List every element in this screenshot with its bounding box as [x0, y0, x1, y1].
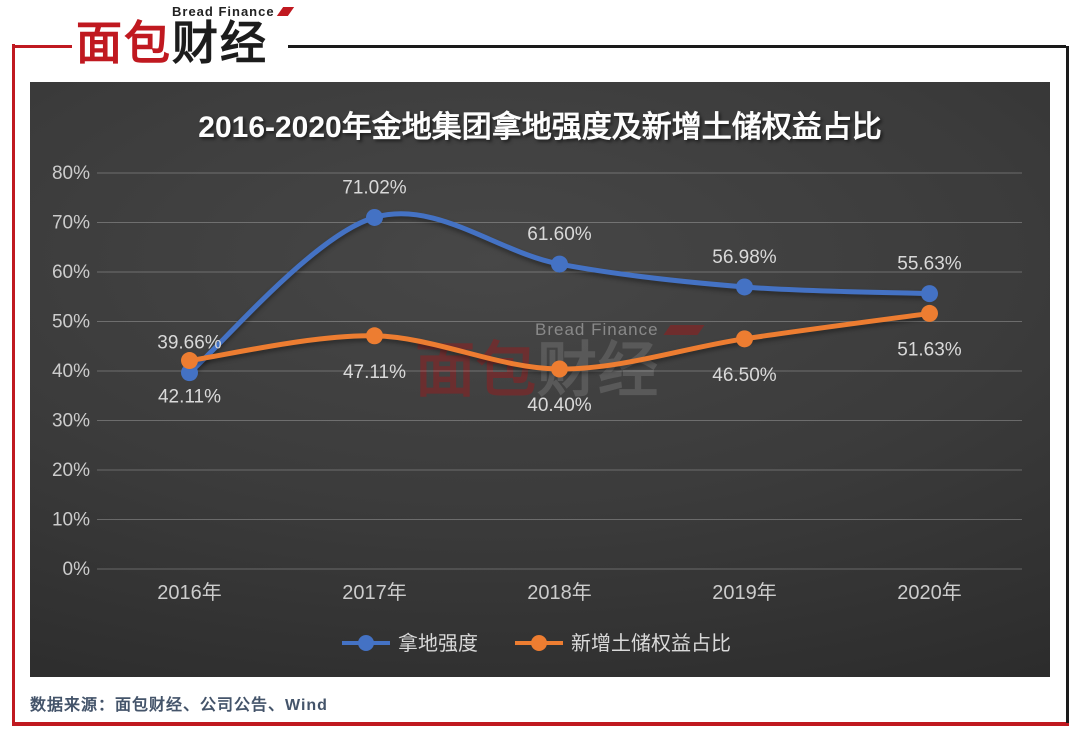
legend-label: 新增土储权益占比 — [571, 632, 731, 655]
line-chart: 0% 10% 20% 30% 40% 50% 60% 70% 80% 2016年 2017年 2018… — [52, 110, 1022, 655]
y-tick-label: 20% — [52, 460, 90, 481]
legend-marker-dot — [531, 635, 547, 651]
x-tick-label: 2020年 — [897, 581, 962, 604]
chart-title: 2016-2020年金地集团拿地强度及新增土储权益占比 — [198, 110, 881, 144]
data-point — [921, 285, 938, 303]
brand-logo-cn-black: 财经 — [172, 17, 268, 69]
frame-left-border — [12, 44, 15, 726]
data-label: 71.02% — [342, 177, 407, 198]
data-point — [551, 360, 568, 378]
data-label: 42.11% — [158, 387, 221, 408]
x-tick-label: 2018年 — [527, 581, 592, 604]
brand-logo-en-row: Bread Finance — [172, 4, 295, 19]
source-note: 数据来源：面包财经、公司公告、Wind — [30, 697, 328, 714]
watermark-cn-red: 面包 — [415, 337, 537, 404]
y-tick-label: 30% — [52, 411, 90, 432]
data-point — [366, 208, 383, 226]
data-label: 46.50% — [712, 365, 777, 386]
data-point — [366, 327, 383, 345]
watermark-en-row: Bread Finance — [535, 320, 705, 340]
data-label: 61.60% — [527, 224, 592, 245]
data-point — [736, 278, 753, 296]
y-tick-label: 60% — [52, 262, 90, 283]
frame-top-left-border — [12, 45, 72, 48]
legend-label: 拿地强度 — [398, 631, 478, 655]
watermark-en-text: Bread Finance — [535, 320, 659, 339]
y-tick-label: 80% — [52, 163, 90, 184]
y-tick-label: 50% — [52, 312, 90, 333]
y-tick-label: 0% — [63, 559, 91, 580]
x-tick-label: 2017年 — [342, 581, 407, 604]
data-label: 40.40% — [527, 395, 592, 416]
chart-panel: Bread Finance 面包财经 0% 10% 20% 30% 40% 50% 60% 7… — [30, 82, 1050, 677]
brand-swoosh-icon — [276, 7, 295, 16]
frame-top-border — [288, 45, 1066, 48]
data-point — [181, 352, 198, 370]
x-tick-label: 2019年 — [712, 581, 777, 604]
data-point — [736, 330, 753, 348]
brand-logo: Bread Finance 面包财经 — [76, 4, 295, 67]
legend-marker-dot — [358, 635, 374, 651]
brand-logo-en-text: Bread Finance — [172, 4, 275, 19]
data-label: 55.63% — [897, 254, 962, 275]
brand-logo-cn-red: 面包 — [76, 17, 172, 69]
data-label: 47.11% — [343, 362, 406, 383]
x-tick-label: 2016年 — [157, 581, 222, 604]
frame-right-border — [1066, 46, 1069, 723]
y-tick-label: 40% — [52, 361, 90, 382]
data-label: 51.63% — [897, 339, 962, 360]
data-point — [551, 255, 568, 273]
frame-bottom-border — [12, 722, 1069, 726]
y-tick-label: 10% — [52, 510, 90, 531]
data-label: 39.66% — [157, 333, 222, 354]
y-tick-label: 70% — [52, 213, 90, 234]
data-point — [921, 304, 938, 322]
brand-logo-cn-text: 面包财经 — [76, 19, 291, 67]
data-point — [181, 364, 198, 382]
data-label: 56.98% — [712, 247, 777, 268]
